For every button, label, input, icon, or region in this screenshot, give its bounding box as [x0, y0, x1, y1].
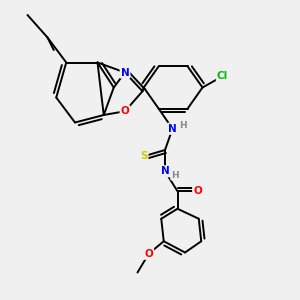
Text: Cl: Cl [217, 71, 228, 81]
Text: H: H [179, 121, 186, 130]
Text: O: O [144, 249, 153, 259]
Text: N: N [168, 124, 177, 134]
Text: N: N [160, 166, 169, 176]
Text: S: S [140, 151, 148, 161]
Text: H: H [171, 170, 179, 179]
Text: O: O [121, 106, 129, 116]
Text: O: O [193, 186, 202, 196]
Text: N: N [121, 68, 129, 77]
